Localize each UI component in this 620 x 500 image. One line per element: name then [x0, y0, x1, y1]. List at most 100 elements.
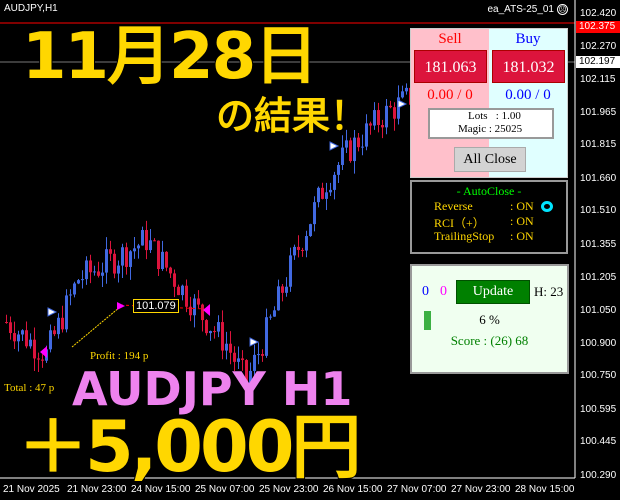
candles	[5, 83, 416, 398]
price-label: 101.660	[580, 172, 617, 184]
time-label: 25 Nov 23:00	[259, 484, 319, 495]
candle-body	[401, 91, 404, 98]
candle-body	[273, 310, 276, 317]
buy-arrow-icon	[397, 99, 408, 109]
candle-body	[241, 358, 244, 361]
candle-body	[145, 230, 148, 251]
candle-body	[217, 322, 220, 332]
buy-button[interactable]: 181.032	[492, 50, 565, 83]
candle-body	[249, 370, 252, 385]
candle-body	[101, 272, 104, 276]
candle-body	[357, 137, 360, 148]
price-label: 100.445	[580, 436, 617, 448]
candle-body	[373, 110, 376, 126]
candle-body	[277, 286, 280, 311]
price-label: 100.750	[580, 370, 617, 382]
candle-body	[165, 251, 168, 268]
candle-body	[289, 255, 292, 287]
candle-body	[177, 286, 180, 296]
autoclose-row: Reverse: ON	[412, 199, 566, 214]
candle-body	[49, 330, 52, 350]
price-label: 102.420	[580, 8, 617, 19]
autoclose-value: : ON	[510, 229, 534, 243]
candle-body	[81, 279, 84, 281]
candle-body	[229, 343, 232, 353]
candle-body	[73, 283, 76, 295]
close-arrow-icon	[117, 302, 125, 310]
autoclose-title: - AutoClose -	[456, 184, 522, 198]
status-indicator-icon	[541, 201, 553, 212]
price-label: 101.815	[580, 139, 617, 151]
candle-body	[113, 253, 116, 274]
percent-label: 6 %	[479, 312, 500, 327]
candle-body	[29, 339, 32, 347]
ea-name: ea_ATS-25_01	[487, 4, 554, 15]
candle-body	[341, 147, 344, 165]
candle-body	[353, 137, 356, 162]
candle-body	[305, 236, 308, 251]
trade-line	[71, 306, 121, 348]
price-label: 100.290	[580, 470, 617, 481]
candle-body	[9, 322, 12, 334]
candle-body	[157, 240, 160, 270]
candle-body	[369, 123, 372, 126]
candle-body	[337, 164, 340, 175]
sell-button[interactable]: 181.063	[414, 50, 487, 83]
magic: Magic : 25025	[458, 123, 523, 135]
candle-body	[345, 140, 348, 148]
all-close-button[interactable]: All Close	[454, 147, 526, 172]
price-label: 101.355	[580, 239, 617, 250]
update-button[interactable]: Update	[456, 280, 530, 304]
candle-body	[317, 187, 320, 203]
candle-body	[185, 285, 188, 307]
count-magenta: 0	[440, 284, 447, 299]
score-panel: 0 0 Update H: 23 6 % Score : (26) 68	[410, 264, 569, 374]
buy-arrow-icon	[47, 307, 58, 317]
candle-body	[57, 317, 60, 335]
candle-body	[37, 358, 40, 360]
candle-body	[5, 322, 8, 323]
candle-body	[41, 359, 44, 361]
candle-body	[169, 267, 172, 274]
candle-body	[365, 123, 368, 147]
count-blue: 0	[422, 284, 429, 299]
candle-body	[313, 202, 316, 225]
candle-body	[181, 285, 184, 296]
candle-body	[201, 304, 204, 321]
candle-body	[69, 294, 72, 296]
autoclose-value: : ON	[510, 199, 534, 213]
autoclose-panel: - AutoClose - Reverse: ON RCI（+）: ON Trail…	[410, 180, 568, 254]
candle-body	[237, 358, 240, 362]
autoclose-value: : ON	[510, 214, 534, 228]
bid-price-box: 102.197	[576, 56, 620, 68]
time-label: 24 Nov 15:00	[131, 484, 191, 495]
candle-body	[297, 246, 300, 250]
chart-symbol: AUDJPY,H1	[4, 3, 58, 14]
candle-body	[225, 343, 228, 351]
candle-body	[245, 360, 248, 385]
date-title: 11月28日	[21, 20, 319, 94]
pair-timeframe: AUDJPY H1	[72, 362, 353, 416]
autoclose-label: RCI（+）	[434, 216, 485, 230]
buy-position: 0.00 / 0	[505, 87, 551, 103]
candle-body	[301, 249, 304, 251]
candle-body	[349, 140, 352, 162]
candle-body	[153, 240, 156, 242]
candle-body	[17, 334, 20, 342]
candle-body	[53, 330, 56, 335]
price-label: 102.115	[580, 74, 616, 86]
candle-body	[209, 331, 212, 334]
candle-body	[133, 248, 136, 252]
candle-body	[253, 354, 256, 371]
candle-body	[261, 354, 264, 356]
candle-body	[381, 125, 384, 128]
candle-body	[117, 265, 120, 274]
candle-body	[89, 260, 92, 273]
candle-body	[173, 273, 176, 287]
candle-body	[149, 240, 152, 251]
price-label: 100.900	[580, 337, 617, 349]
sell-arrow-icon	[40, 346, 47, 358]
candle-body	[205, 320, 208, 334]
ask-price-box: 102.375	[576, 21, 620, 33]
